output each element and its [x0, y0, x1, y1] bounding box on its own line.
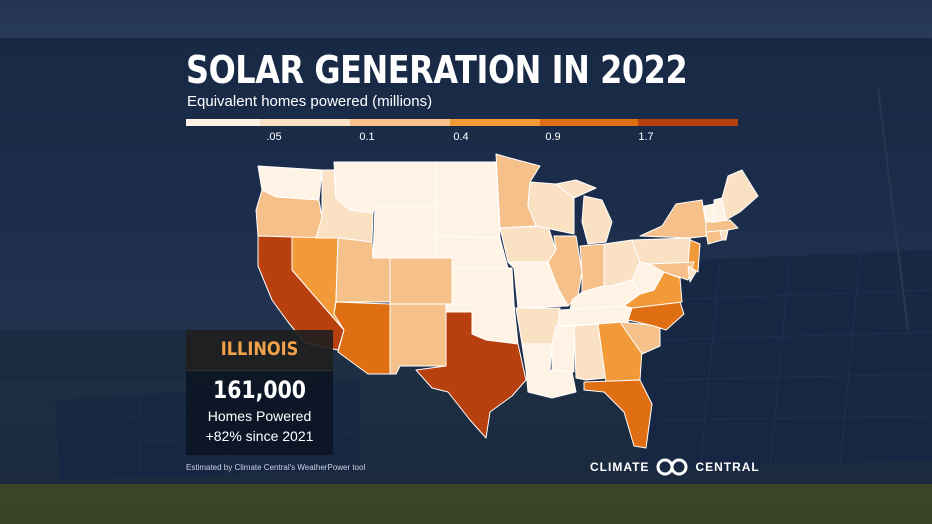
legend-color-scale	[186, 119, 738, 126]
state-ks	[451, 267, 515, 305]
state-tx	[415, 311, 527, 439]
brand-left-text: CLIMATE	[590, 460, 650, 474]
state-sd	[435, 199, 501, 239]
source-footnote: Estimated by Climate Central's WeatherPo…	[186, 463, 366, 472]
state-mi	[555, 179, 613, 245]
climate-central-logo: CLIMATE CENTRAL	[590, 458, 760, 476]
legend-tick-label: 0.4	[453, 131, 469, 143]
legend-bin-4	[540, 119, 638, 126]
state-callout-box: ILLINOIS 161,000 Homes Powered +82% sinc…	[186, 330, 333, 455]
state-de	[687, 265, 697, 283]
state-me	[721, 169, 759, 221]
chart-subtitle: Equivalent homes powered (millions)	[187, 93, 433, 110]
legend-bin-2	[350, 119, 450, 126]
state-ms	[551, 325, 575, 373]
callout-label: Homes Powered	[207, 408, 312, 424]
state-ri	[719, 229, 729, 241]
legend-bin-0	[186, 119, 260, 126]
brand-right-text: CENTRAL	[695, 460, 760, 474]
legend-bin-5	[638, 119, 738, 126]
link-rings-icon	[656, 458, 688, 476]
state-al	[573, 323, 607, 381]
state-vt	[703, 203, 715, 223]
state-ny	[639, 199, 709, 239]
legend-bin-1	[260, 119, 350, 126]
callout-header	[186, 330, 333, 371]
legend-tick-label: 0.9	[545, 131, 561, 143]
legend-tick-label: .05	[266, 131, 282, 143]
state-md	[649, 261, 695, 281]
state-nd	[435, 161, 499, 201]
callout-change: +82% since 2021	[205, 428, 314, 444]
state-il	[547, 235, 583, 307]
state-wy	[372, 205, 437, 259]
callout-value: 161,000	[213, 376, 306, 404]
legend-tick-label: 0.1	[359, 131, 375, 143]
state-mt	[333, 161, 437, 214]
state-in	[579, 243, 605, 293]
callout-state-name: ILLINOIS	[220, 338, 299, 360]
chart-title: SOLAR GENERATION IN 2022	[186, 48, 688, 92]
state-co	[389, 257, 453, 305]
state-nm	[389, 303, 447, 375]
legend-bin-3	[450, 119, 540, 126]
state-pa	[631, 237, 695, 265]
state-az	[333, 301, 391, 375]
state-la	[521, 343, 577, 399]
state-fl	[583, 379, 653, 449]
state-ia	[499, 225, 557, 263]
legend-tick-label: 1.7	[638, 131, 654, 143]
